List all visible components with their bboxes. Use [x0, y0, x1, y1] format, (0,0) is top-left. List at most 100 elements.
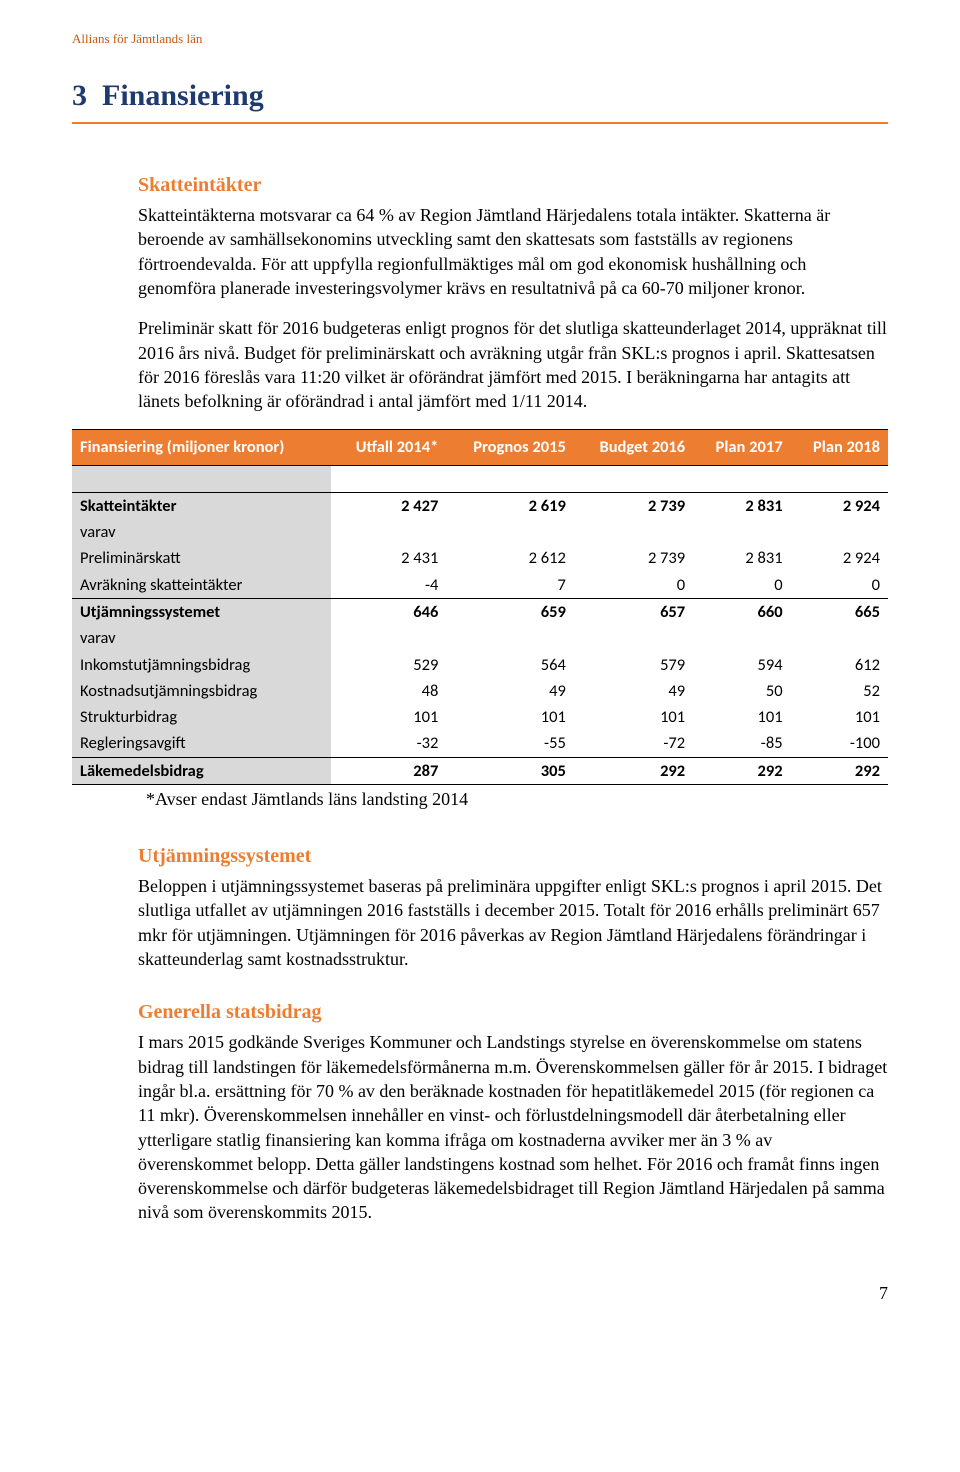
table-cell: 2 924	[791, 545, 888, 571]
table-cell-label: Strukturbidrag	[72, 704, 331, 730]
table-row: Avräkning skatteintäkter-47000	[72, 572, 888, 599]
table-cell: -55	[446, 730, 573, 757]
title-rule	[72, 122, 888, 124]
table-cell: 305	[446, 757, 573, 784]
table-cell-label: Preliminärskatt	[72, 545, 331, 571]
table-header-row: Finansiering (miljoner kronor) Utfall 20…	[72, 430, 888, 465]
table-cell: -32	[331, 730, 447, 757]
table-row: Strukturbidrag101101101101101	[72, 704, 888, 730]
table-cell: 579	[574, 652, 693, 678]
table-cell	[791, 519, 888, 545]
table-cell: 529	[331, 652, 447, 678]
table-cell: 2 831	[693, 492, 790, 519]
subheading-utjamningssystemet: Utjämningssystemet	[138, 843, 888, 870]
table-cell: 49	[446, 678, 573, 704]
table-cell: 101	[574, 704, 693, 730]
table-cell	[693, 465, 790, 492]
table-cell: 7	[446, 572, 573, 599]
table-cell: 287	[331, 757, 447, 784]
table-cell: 2 739	[574, 545, 693, 571]
table-cell	[331, 625, 447, 651]
table-cell-label: varav	[72, 519, 331, 545]
table-header-cell: Finansiering (miljoner kronor)	[72, 430, 331, 465]
table-footnote: *Avser endast Jämtlands läns landsting 2…	[146, 787, 888, 811]
table-cell: 646	[331, 599, 447, 626]
table-cell: 101	[791, 704, 888, 730]
table-cell-label: Avräkning skatteintäkter	[72, 572, 331, 599]
table-cell: 49	[574, 678, 693, 704]
table-cell: 0	[791, 572, 888, 599]
subheading-generella-statsbidrag: Generella statsbidrag	[138, 999, 888, 1026]
table-cell: 2 612	[446, 545, 573, 571]
table-header-cell: Plan 2018	[791, 430, 888, 465]
table-row: varav	[72, 519, 888, 545]
table-spacer-row	[72, 465, 888, 492]
table-cell	[446, 519, 573, 545]
table-cell: 594	[693, 652, 790, 678]
table-cell: 665	[791, 599, 888, 626]
table-row: Regleringsavgift-32-55-72-85-100	[72, 730, 888, 757]
table-cell: 2 924	[791, 492, 888, 519]
section-title-text: Finansiering	[102, 79, 264, 112]
table-header-cell: Prognos 2015	[446, 430, 573, 465]
table-cell	[791, 625, 888, 651]
table-cell-label: Skatteintäkter	[72, 492, 331, 519]
table-cell: 50	[693, 678, 790, 704]
table-cell	[574, 625, 693, 651]
table-cell	[446, 465, 573, 492]
table-cell: 2 427	[331, 492, 447, 519]
table-header-cell: Budget 2016	[574, 430, 693, 465]
table-cell	[446, 625, 573, 651]
table-cell: -4	[331, 572, 447, 599]
table-cell: 292	[791, 757, 888, 784]
table-cell: -85	[693, 730, 790, 757]
table-row: Läkemedelsbidrag287305292292292	[72, 757, 888, 784]
table-cell: 564	[446, 652, 573, 678]
table-cell: 2 831	[693, 545, 790, 571]
table-cell	[693, 519, 790, 545]
paragraph: I mars 2015 godkände Sveriges Kommuner o…	[138, 1030, 888, 1224]
page-number: 7	[72, 1281, 888, 1305]
subheading-skatteintakter: Skatteintäkter	[138, 172, 888, 199]
table-cell: -72	[574, 730, 693, 757]
table-cell	[72, 465, 331, 492]
table-row: Skatteintäkter2 4272 6192 7392 8312 924	[72, 492, 888, 519]
financing-table: Finansiering (miljoner kronor) Utfall 20…	[72, 429, 888, 784]
table-row: Preliminärskatt2 4312 6122 7392 8312 924	[72, 545, 888, 571]
table-header-cell: Plan 2017	[693, 430, 790, 465]
table-cell	[693, 625, 790, 651]
table-cell	[791, 465, 888, 492]
table-cell-label: Kostnadsutjämningsbidrag	[72, 678, 331, 704]
table-cell: 0	[693, 572, 790, 599]
table-cell-label: Utjämningssystemet	[72, 599, 331, 626]
table-cell: 52	[791, 678, 888, 704]
table-cell-label: varav	[72, 625, 331, 651]
table-cell: 660	[693, 599, 790, 626]
table-cell	[331, 519, 447, 545]
table-cell	[574, 465, 693, 492]
table-row: varav	[72, 625, 888, 651]
table-header-cell: Utfall 2014*	[331, 430, 447, 465]
paragraph: Skatteintäkterna motsvarar ca 64 % av Re…	[138, 203, 888, 300]
document-header: Allians för Jämtlands län	[72, 30, 888, 48]
table-cell-label: Inkomstutjämningsbidrag	[72, 652, 331, 678]
table-cell: -100	[791, 730, 888, 757]
table-cell-label: Läkemedelsbidrag	[72, 757, 331, 784]
table-cell: 2 619	[446, 492, 573, 519]
table-cell: 101	[446, 704, 573, 730]
paragraph: Beloppen i utjämningssystemet baseras på…	[138, 874, 888, 971]
table-cell: 292	[574, 757, 693, 784]
table-cell-label: Regleringsavgift	[72, 730, 331, 757]
table-cell: 101	[331, 704, 447, 730]
table-cell: 292	[693, 757, 790, 784]
table-cell: 0	[574, 572, 693, 599]
table-cell: 101	[693, 704, 790, 730]
paragraph: Preliminär skatt för 2016 budgeteras enl…	[138, 316, 888, 413]
section-title: 3 Finansiering	[72, 76, 888, 117]
table-row: Inkomstutjämningsbidrag529564579594612	[72, 652, 888, 678]
section-number: 3	[72, 79, 87, 112]
table-cell: 2 431	[331, 545, 447, 571]
table-row: Utjämningssystemet646659657660665	[72, 599, 888, 626]
table-cell: 48	[331, 678, 447, 704]
table-cell: 612	[791, 652, 888, 678]
